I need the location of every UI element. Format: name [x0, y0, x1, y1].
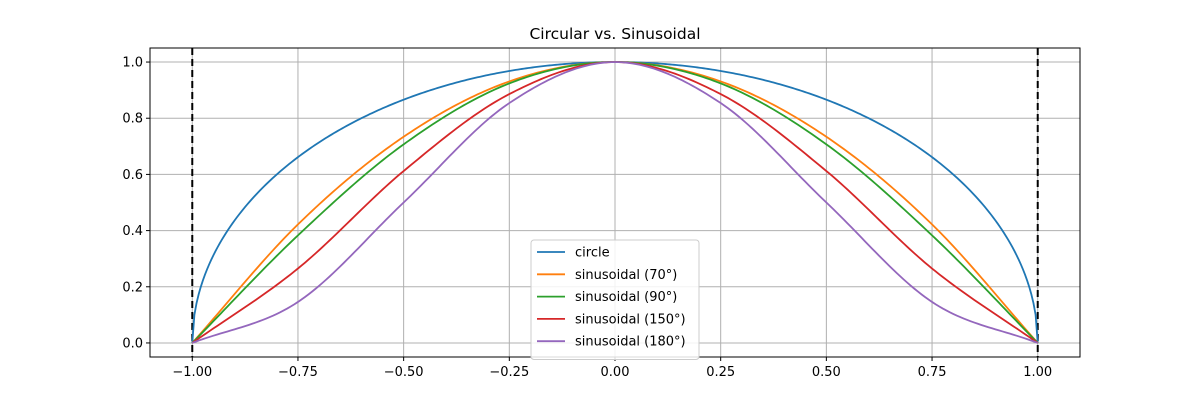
x-tick-label: 0.00 — [601, 365, 630, 380]
y-tick-label: 0.0 — [122, 336, 143, 351]
legend-label: sinusoidal (180°) — [575, 335, 686, 350]
series-line — [191, 61, 1039, 344]
x-tick-label: −0.75 — [278, 365, 318, 380]
legend: circle sinusoidal (70°) sinusoidal (90°) si… — [530, 239, 700, 360]
y-tick-label: 0.6 — [122, 168, 143, 183]
x-tick-label: −1.00 — [172, 365, 212, 380]
series-group — [191, 61, 1039, 344]
legend-label: sinusoidal (150°) — [575, 312, 686, 327]
x-tick-label: 0.50 — [812, 365, 841, 380]
legend-label: sinusoidal (90°) — [575, 290, 677, 305]
x-tick-label: 0.25 — [706, 365, 735, 380]
y-tick-label: 0.4 — [122, 224, 143, 239]
x-tick-label: 1.00 — [1023, 365, 1052, 380]
y-tick-label: 0.8 — [122, 112, 143, 127]
x-axis: −1.00 −0.75 −0.50 −0.25 0.00 0.25 0.50 0.75 1.00 — [172, 357, 1052, 380]
x-tick-label: −0.25 — [489, 365, 529, 380]
y-axis: 0.0 0.2 0.4 0.6 0.8 1.0 — [122, 56, 150, 351]
legend-label: sinusoidal (70°) — [575, 268, 677, 283]
x-tick-label: −0.50 — [384, 365, 424, 380]
x-tick-label: 0.75 — [918, 365, 947, 380]
chart-title: Circular vs. Sinusoidal — [529, 25, 700, 43]
y-tick-label: 1.0 — [122, 56, 143, 71]
legend-box — [530, 239, 700, 360]
vertical-reference-lines — [191, 48, 1039, 357]
y-tick-label: 0.2 — [122, 280, 143, 295]
legend-label: circle — [575, 246, 610, 261]
